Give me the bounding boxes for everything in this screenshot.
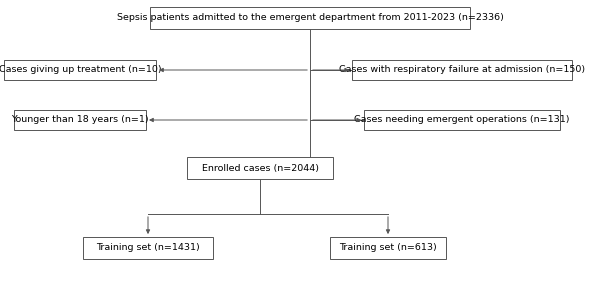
Bar [352,60,572,80]
Bar [14,110,146,130]
Text: Training set (n=613): Training set (n=613) [339,243,437,252]
Text: Younger than 18 years (n=1): Younger than 18 years (n=1) [11,116,149,124]
Bar [364,110,560,130]
Text: Cases with respiratory failure at admission (n=150): Cases with respiratory failure at admiss… [339,65,585,74]
Bar [330,237,446,259]
Text: Cases giving up treatment (n=10): Cases giving up treatment (n=10) [0,65,161,74]
Bar [83,237,213,259]
Bar [150,7,470,29]
Text: Cases needing emergent operations (n=131): Cases needing emergent operations (n=131… [354,116,570,124]
Bar [187,157,333,179]
Bar [4,60,156,80]
Text: Sepsis patients admitted to the emergent department from 2011-2023 (n=2336): Sepsis patients admitted to the emergent… [116,14,503,23]
Text: Training set (n=1431): Training set (n=1431) [96,243,200,252]
Text: Enrolled cases (n=2044): Enrolled cases (n=2044) [202,164,319,173]
